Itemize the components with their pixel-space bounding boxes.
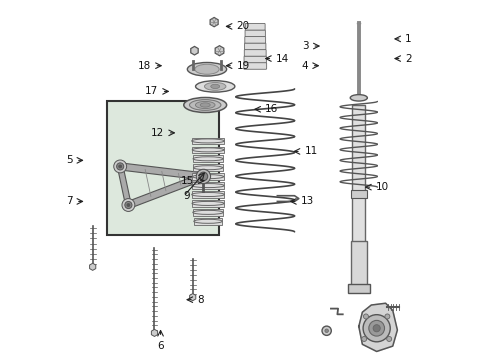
FancyBboxPatch shape — [192, 200, 224, 207]
FancyBboxPatch shape — [193, 156, 223, 162]
Text: 5: 5 — [65, 156, 72, 165]
Text: 2: 2 — [405, 54, 411, 64]
Circle shape — [386, 337, 391, 342]
Circle shape — [124, 202, 132, 208]
Ellipse shape — [183, 98, 226, 112]
Text: 12: 12 — [151, 128, 164, 138]
Text: 17: 17 — [144, 86, 158, 96]
Polygon shape — [358, 303, 397, 351]
Text: 3: 3 — [302, 41, 308, 51]
FancyBboxPatch shape — [352, 105, 365, 244]
FancyBboxPatch shape — [192, 209, 223, 216]
FancyBboxPatch shape — [191, 182, 224, 189]
Text: 8: 8 — [197, 295, 203, 305]
Text: 13: 13 — [300, 197, 314, 206]
Circle shape — [127, 203, 130, 206]
Circle shape — [116, 163, 123, 170]
Ellipse shape — [200, 103, 210, 107]
Text: 10: 10 — [375, 182, 388, 192]
Circle shape — [363, 314, 367, 319]
Text: 4: 4 — [301, 61, 307, 71]
Text: 16: 16 — [264, 104, 278, 114]
FancyBboxPatch shape — [193, 218, 222, 225]
Text: 7: 7 — [65, 197, 72, 206]
FancyBboxPatch shape — [192, 147, 224, 153]
Circle shape — [361, 337, 366, 342]
Polygon shape — [127, 173, 204, 208]
Polygon shape — [89, 263, 96, 270]
Circle shape — [372, 325, 380, 332]
FancyBboxPatch shape — [193, 165, 222, 171]
FancyBboxPatch shape — [245, 23, 264, 30]
Circle shape — [119, 165, 122, 168]
FancyBboxPatch shape — [244, 50, 265, 56]
Ellipse shape — [192, 175, 223, 179]
FancyBboxPatch shape — [244, 63, 266, 69]
Text: 18: 18 — [138, 61, 151, 71]
FancyBboxPatch shape — [244, 56, 266, 63]
Ellipse shape — [192, 210, 223, 215]
Circle shape — [199, 172, 207, 181]
Circle shape — [324, 329, 328, 333]
Polygon shape — [151, 329, 157, 337]
Circle shape — [122, 199, 135, 211]
Ellipse shape — [193, 166, 222, 170]
Ellipse shape — [191, 193, 224, 197]
Text: 9: 9 — [183, 191, 190, 201]
Ellipse shape — [349, 95, 366, 101]
Text: 15: 15 — [180, 176, 193, 186]
FancyBboxPatch shape — [191, 191, 224, 198]
Text: 20: 20 — [236, 21, 249, 31]
Ellipse shape — [192, 148, 224, 152]
Text: 6: 6 — [157, 342, 163, 351]
Circle shape — [384, 314, 389, 319]
Ellipse shape — [195, 81, 234, 92]
FancyBboxPatch shape — [350, 190, 366, 198]
Polygon shape — [120, 163, 203, 180]
Polygon shape — [189, 294, 195, 301]
FancyBboxPatch shape — [192, 173, 223, 180]
FancyBboxPatch shape — [107, 102, 219, 235]
Circle shape — [363, 315, 389, 342]
Polygon shape — [117, 166, 131, 206]
Polygon shape — [210, 18, 218, 27]
Text: 19: 19 — [236, 61, 249, 71]
Ellipse shape — [187, 63, 226, 76]
Ellipse shape — [193, 157, 223, 161]
Circle shape — [114, 160, 126, 173]
Ellipse shape — [191, 184, 224, 188]
Ellipse shape — [189, 100, 221, 111]
Ellipse shape — [192, 202, 224, 206]
Polygon shape — [190, 46, 198, 55]
Text: 11: 11 — [304, 147, 317, 157]
Ellipse shape — [193, 219, 222, 223]
Ellipse shape — [204, 82, 225, 90]
Polygon shape — [215, 46, 224, 56]
FancyBboxPatch shape — [347, 284, 369, 293]
Ellipse shape — [191, 139, 224, 143]
FancyBboxPatch shape — [191, 138, 224, 144]
Circle shape — [368, 320, 384, 336]
Circle shape — [322, 326, 331, 336]
Text: 14: 14 — [275, 54, 288, 64]
Ellipse shape — [195, 102, 215, 109]
Ellipse shape — [210, 84, 219, 89]
Circle shape — [196, 169, 210, 184]
Ellipse shape — [194, 64, 219, 74]
Text: 1: 1 — [405, 34, 411, 44]
FancyBboxPatch shape — [350, 241, 366, 287]
FancyBboxPatch shape — [244, 36, 265, 43]
FancyBboxPatch shape — [244, 43, 265, 50]
FancyBboxPatch shape — [244, 30, 265, 37]
